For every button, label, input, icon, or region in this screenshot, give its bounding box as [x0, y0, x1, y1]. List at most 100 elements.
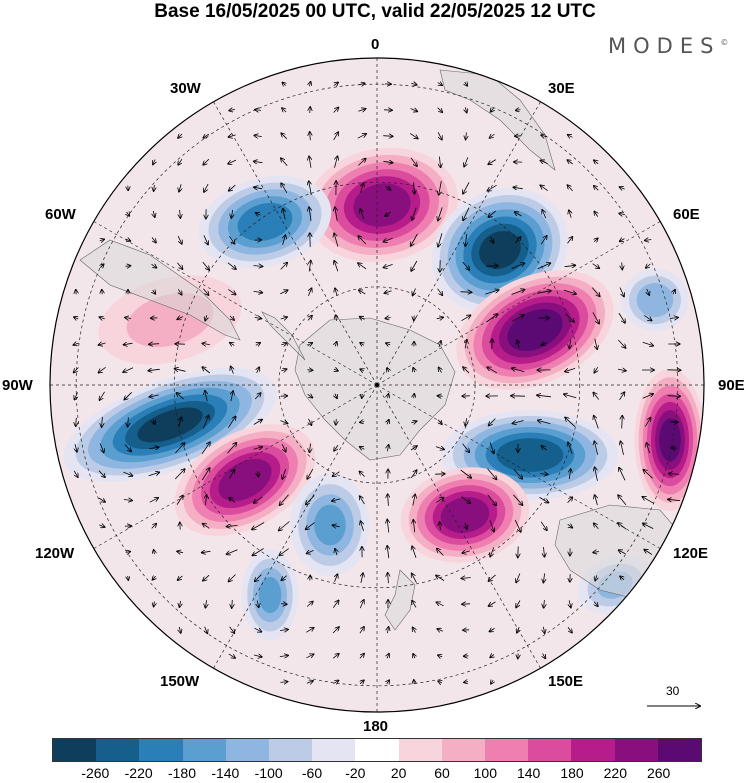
wind-vector-arrow [231, 209, 232, 218]
wind-vector-arrow [410, 446, 417, 451]
wind-vector-arrow [149, 395, 159, 397]
wind-vector-arrow [228, 159, 237, 164]
new-zealand-land [384, 569, 416, 631]
wind-vector-arrow [98, 497, 105, 502]
wind-vector-arrow [540, 160, 548, 163]
wind-vector-arrow [175, 369, 186, 372]
colorbar-swatch [485, 739, 529, 761]
wind-vector-arrow [645, 418, 650, 427]
wind-vector-arrow [491, 108, 494, 112]
wind-vector-arrow [543, 653, 546, 659]
wind-vector-arrow [512, 315, 523, 322]
wind-vector-arrow [565, 368, 576, 371]
wind-vector-arrow [123, 367, 134, 372]
brand-mark: © [720, 38, 729, 47]
wind-vector-arrow [279, 521, 290, 531]
wind-vector-arrow [619, 287, 624, 297]
wind-vector-arrow [281, 575, 287, 581]
wind-vector-arrow [359, 290, 366, 295]
meridian-line [376, 384, 661, 549]
wind-vector-arrow [127, 212, 130, 216]
meridian-line [376, 221, 661, 386]
wind-vector-arrow [643, 470, 653, 479]
wind-vector-arrow [203, 416, 208, 429]
wind-vector-arrow [439, 341, 441, 348]
wind-vector-arrow [385, 211, 392, 216]
wind-vector-arrow [76, 417, 77, 426]
wind-vector-arrow [205, 600, 206, 608]
wind-vector-arrow [465, 107, 466, 112]
wind-vector-arrow [512, 368, 525, 373]
wind-vector-arrow [465, 418, 466, 426]
wind-vector-arrow [537, 395, 552, 397]
wind-vector-arrow [646, 264, 651, 268]
wind-vector-arrow [257, 600, 258, 608]
wind-vector-arrow [513, 494, 522, 505]
wind-vector-arrow [281, 444, 286, 451]
wind-vector-arrow [176, 495, 183, 505]
wind-vector-arrow [307, 550, 314, 553]
wind-vector-arrow [253, 266, 263, 267]
wind-vector-arrow [332, 654, 339, 659]
wind-vector-arrow [306, 628, 313, 633]
wind-vector-arrow [75, 444, 77, 452]
wind-vector-arrow [511, 263, 525, 270]
wind-vector-arrow [335, 288, 337, 296]
wind-vector-arrow [488, 210, 496, 217]
wind-vector-arrow [230, 343, 234, 346]
wind-vector-arrow [436, 575, 445, 581]
wind-vector-arrow [643, 523, 654, 529]
wind-vector-arrow [642, 497, 654, 504]
lon-label-90w: 90W [2, 377, 33, 394]
wind-vector-arrow [387, 627, 388, 634]
wind-vector-arrow [595, 575, 597, 580]
wind-vector-arrow [229, 109, 235, 110]
wind-vector-arrow [254, 161, 263, 162]
colorbar-swatch [657, 739, 702, 761]
colorbar [52, 738, 702, 762]
wind-vector-arrow [128, 417, 129, 426]
wind-vector-arrow [438, 207, 443, 220]
wind-vector-arrow [437, 629, 443, 631]
wind-vector-arrow [227, 443, 237, 454]
antarctic-peninsula-land [261, 311, 306, 361]
wind-vector-arrow [438, 233, 443, 246]
wind-vector-arrow [414, 182, 415, 193]
wind-vector-arrow [436, 602, 444, 607]
wind-vector-arrow [594, 416, 599, 429]
lon-label-150e: 150E [548, 673, 584, 690]
wind-vector-arrow [619, 468, 626, 481]
wind-vector-arrow [360, 209, 365, 220]
wind-vector-arrow [254, 317, 262, 318]
wind-vector-arrow [99, 525, 104, 527]
wind-vector-arrow [307, 343, 313, 345]
wind-vector-arrow [464, 682, 468, 683]
wind-vector-arrow [412, 546, 417, 558]
wind-vector-arrow [307, 468, 314, 479]
lon-label-90e: 90E [718, 377, 745, 394]
wind-vector-arrow [149, 447, 158, 448]
wind-vector-arrow [387, 654, 389, 659]
wind-vector-arrow [279, 548, 289, 556]
wind-vector-arrow [490, 547, 495, 556]
anomaly-contour [636, 282, 674, 318]
colorbar-swatch [269, 739, 313, 761]
wind-vector-arrow [646, 443, 650, 454]
wind-vector-arrow [569, 339, 570, 349]
wind-vector-arrow [359, 83, 365, 84]
wind-vector-arrow [180, 209, 181, 218]
wind-vector-arrow [152, 237, 156, 242]
wind-vector-arrow [204, 183, 209, 192]
wind-vector-arrow [123, 500, 132, 501]
wind-vector-arrow [203, 235, 208, 244]
anomaly-cell-negative [63, 367, 277, 483]
wind-vector-arrow [642, 394, 654, 399]
wind-vector-arrow [178, 288, 181, 295]
wind-vector-arrow [647, 288, 650, 295]
wind-vector-arrow [594, 186, 599, 191]
wind-vector-arrow [438, 83, 442, 86]
wind-vector-arrow [383, 237, 393, 242]
wind-vector-arrow [335, 393, 337, 399]
wind-vector-arrow [227, 549, 238, 555]
wind-vector-arrow [595, 338, 597, 349]
